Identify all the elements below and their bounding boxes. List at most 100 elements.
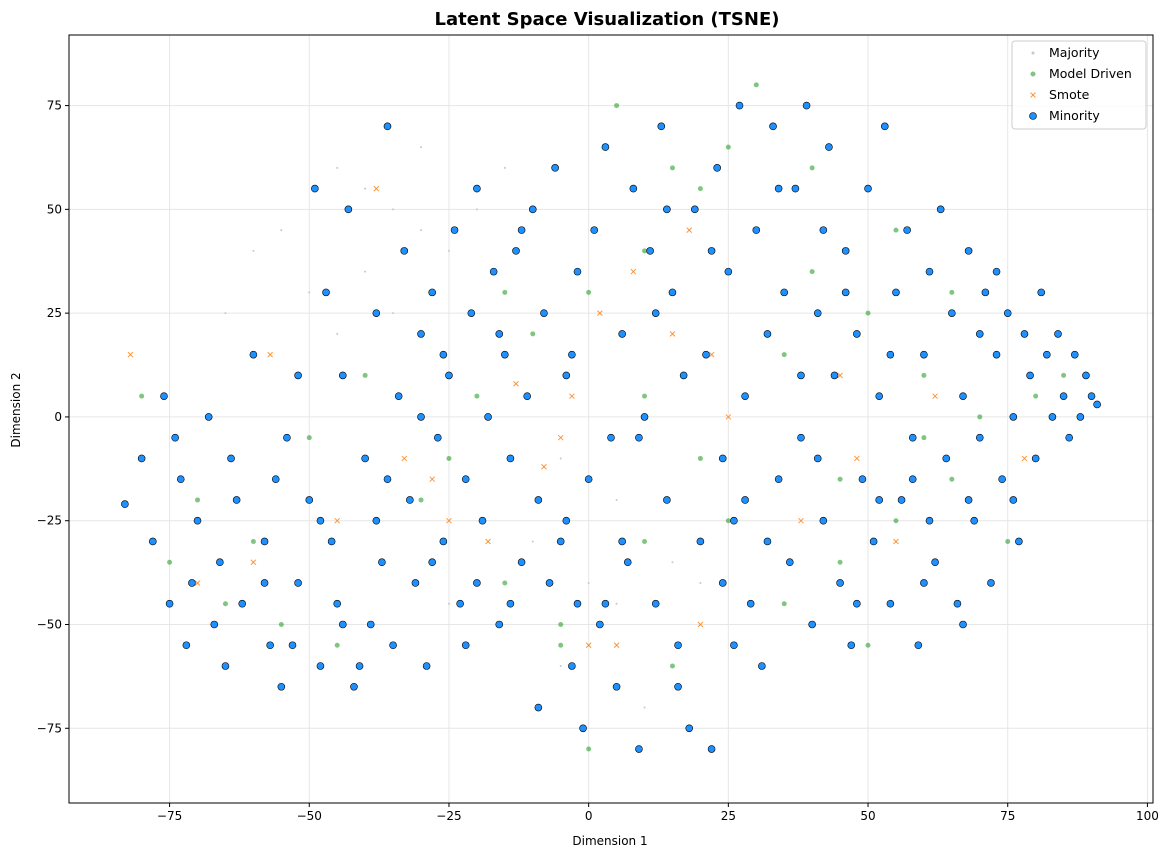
- data-point: [445, 371, 453, 380]
- data-point: [763, 537, 772, 546]
- data-point: [294, 371, 302, 380]
- data-point: [194, 580, 201, 586]
- data-point: [210, 620, 219, 629]
- data-point: [573, 599, 582, 608]
- data-point: [222, 601, 228, 607]
- data-point: [288, 641, 297, 650]
- data-point: [456, 599, 464, 608]
- data-point: [657, 122, 666, 131]
- data-point: [708, 351, 715, 358]
- data-point: [1070, 350, 1079, 359]
- data-point: [558, 621, 564, 627]
- data-point: [970, 516, 978, 525]
- data-point: [908, 433, 917, 442]
- data-point: [1033, 393, 1039, 399]
- data-point: [977, 414, 983, 420]
- data-point: [921, 372, 927, 378]
- data-point: [372, 516, 381, 525]
- data-point: [327, 537, 336, 546]
- data-point: [669, 165, 675, 171]
- data-point: [713, 164, 721, 172]
- data-point: [953, 599, 962, 608]
- data-point: [642, 393, 648, 399]
- data-point: [569, 393, 575, 400]
- data-point: [718, 454, 727, 463]
- data-point: [786, 558, 794, 567]
- data-point: [758, 662, 766, 670]
- data-point: [663, 205, 671, 214]
- data-point: [473, 184, 481, 193]
- data-point: [474, 393, 480, 399]
- data-point: [350, 682, 358, 691]
- data-point: [316, 662, 325, 670]
- data-point: [646, 247, 654, 255]
- data-point: [893, 538, 899, 545]
- legend: Majority Model Driven Smote Minority: [1011, 40, 1147, 130]
- data-point: [781, 601, 787, 607]
- data-point: [998, 475, 1006, 483]
- data-point: [992, 267, 1001, 276]
- data-point: [1031, 454, 1040, 463]
- data-point: [579, 724, 587, 733]
- data-point: [1037, 288, 1046, 297]
- data-point: [556, 537, 565, 546]
- data-point: [389, 641, 397, 650]
- data-point: [808, 620, 816, 629]
- data-point: [541, 463, 547, 470]
- data-point: [679, 371, 688, 380]
- data-point: [439, 350, 448, 359]
- data-point: [920, 579, 928, 587]
- data-point: [618, 330, 626, 338]
- data-point: [294, 579, 302, 587]
- data-point: [121, 500, 129, 508]
- data-point: [671, 561, 674, 564]
- data-point: [613, 642, 620, 649]
- data-point: [411, 579, 420, 587]
- data-point: [612, 682, 621, 691]
- data-point: [528, 205, 537, 214]
- data-point: [614, 103, 620, 109]
- data-point: [517, 558, 526, 567]
- x-tick-label: 100: [1136, 809, 1159, 823]
- data-point: [797, 371, 805, 380]
- data-point: [252, 249, 255, 252]
- data-point: [893, 227, 899, 233]
- data-point: [260, 579, 269, 587]
- data-point: [897, 496, 906, 504]
- data-point: [484, 413, 492, 421]
- data-point: [417, 330, 425, 338]
- legend-marker: [1029, 112, 1037, 120]
- data-point: [932, 393, 938, 400]
- data-point: [250, 538, 256, 544]
- data-series: [121, 82, 1101, 753]
- data-point: [446, 517, 452, 524]
- legend-label: Majority: [1049, 45, 1100, 60]
- data-point: [373, 185, 380, 192]
- data-point: [1065, 433, 1073, 442]
- data-point: [305, 496, 314, 504]
- data-point: [615, 498, 618, 501]
- data-point: [853, 599, 861, 608]
- data-point: [836, 579, 844, 587]
- data-point: [707, 745, 716, 753]
- data-point: [780, 288, 789, 297]
- data-point: [446, 455, 452, 461]
- data-point: [696, 537, 705, 546]
- data-point: [334, 642, 340, 648]
- data-point: [316, 516, 325, 525]
- data-point: [523, 392, 531, 400]
- data-point: [908, 475, 917, 483]
- legend-item: Model Driven: [1030, 66, 1132, 81]
- y-axis-label: Dimension 2: [9, 372, 23, 447]
- series-minority: [121, 101, 1101, 753]
- data-point: [188, 579, 196, 587]
- data-point: [372, 309, 381, 317]
- data-point: [987, 579, 995, 587]
- data-point: [635, 433, 643, 442]
- data-point: [1021, 455, 1028, 462]
- data-point: [383, 475, 392, 483]
- data-point: [506, 454, 515, 463]
- data-point: [837, 476, 843, 482]
